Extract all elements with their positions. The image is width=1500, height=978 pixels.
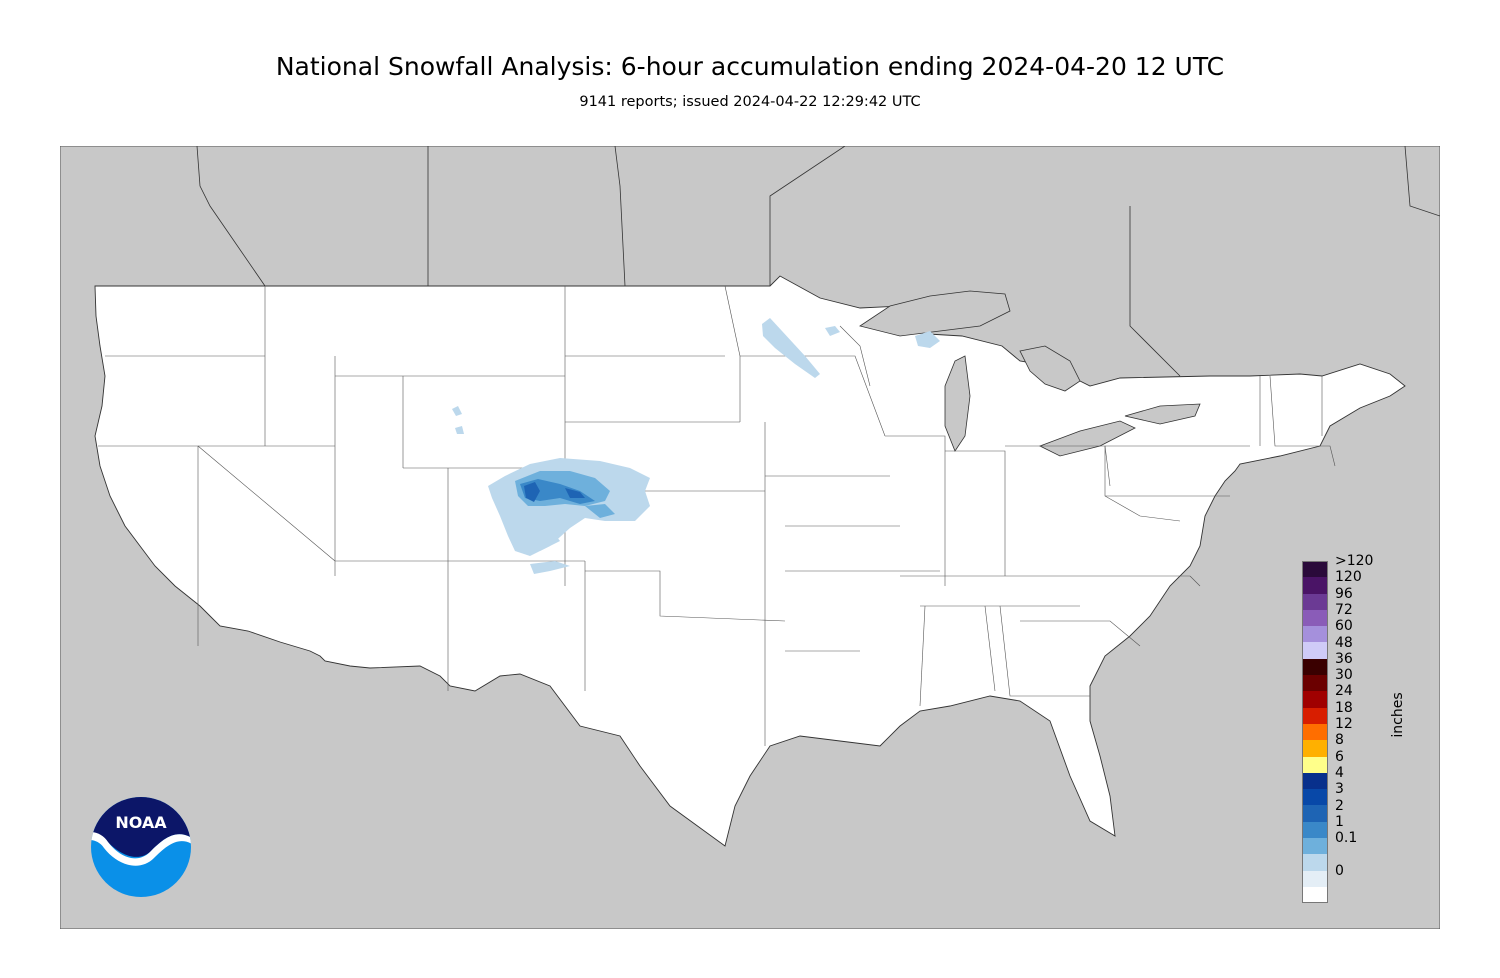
logo-text: NOAA (115, 813, 167, 832)
legend-label: 0.1 (1335, 830, 1358, 847)
legend-swatch (1302, 805, 1328, 822)
legend-swatch (1302, 593, 1328, 610)
legend-swatch (1302, 838, 1328, 855)
map-svg (60, 146, 1440, 929)
snowfall-shading (452, 318, 940, 574)
legend-swatch (1302, 658, 1328, 676)
legend-label: 4 (1335, 764, 1344, 781)
legend-swatch (1302, 707, 1328, 724)
snowfall-map[interactable] (60, 146, 1440, 929)
legend-label: 2 (1335, 797, 1344, 814)
legend-label: 24 (1335, 683, 1353, 700)
legend-swatch (1302, 577, 1328, 594)
legend-label: 60 (1335, 618, 1353, 635)
legend-label: >120 (1335, 553, 1374, 569)
legend-swatch (1302, 870, 1328, 887)
legend-swatch (1302, 886, 1328, 904)
legend-swatch (1302, 821, 1328, 839)
legend-label: 18 (1335, 699, 1353, 716)
legend-label: 6 (1335, 748, 1344, 765)
conus-land (94, 275, 1406, 847)
international-borders (196, 146, 1440, 377)
legend-swatch (1302, 561, 1328, 578)
noaa-logo: NOAA (90, 796, 192, 898)
legend-label: 36 (1335, 650, 1353, 667)
legend-swatch (1302, 740, 1328, 757)
legend-swatch (1302, 642, 1328, 659)
legend-label: 48 (1335, 634, 1353, 651)
legend-label: 30 (1335, 667, 1353, 684)
legend-swatch (1302, 789, 1328, 806)
legend-units: inches (1390, 692, 1406, 738)
legend-label: 120 (1335, 569, 1362, 586)
legend-swatch (1302, 691, 1328, 708)
legend-swatch (1302, 756, 1328, 773)
legend-label: 12 (1335, 716, 1353, 732)
legend-swatch (1302, 723, 1328, 741)
page-subtitle: 9141 reports; issued 2024-04-22 12:29:42… (579, 94, 921, 110)
legend-label: 0 (1335, 862, 1344, 879)
legend-swatch (1302, 675, 1328, 692)
legend-swatch (1302, 609, 1328, 627)
legend-swatch (1302, 626, 1328, 643)
legend-label: 96 (1335, 585, 1353, 602)
page-title: National Snowfall Analysis: 6-hour accum… (275, 52, 1225, 81)
legend-label: 3 (1335, 781, 1344, 798)
legend-label: 8 (1335, 732, 1344, 749)
logo-top (91, 797, 191, 857)
legend-swatch (1302, 772, 1328, 790)
state-borders (98, 285, 1336, 746)
great-lakes (859, 290, 1201, 457)
legend-label: 1 (1335, 813, 1344, 830)
logo-wing (91, 832, 191, 866)
legend-label: 72 (1335, 601, 1353, 618)
legend-swatch (1302, 854, 1328, 871)
color-legend: >120 120 96 72 60 48 36 30 24 18 12 8 6 4 3 2 1 0.1 0 (1302, 554, 1382, 904)
noaa-logo-svg: NOAA (91, 797, 191, 897)
